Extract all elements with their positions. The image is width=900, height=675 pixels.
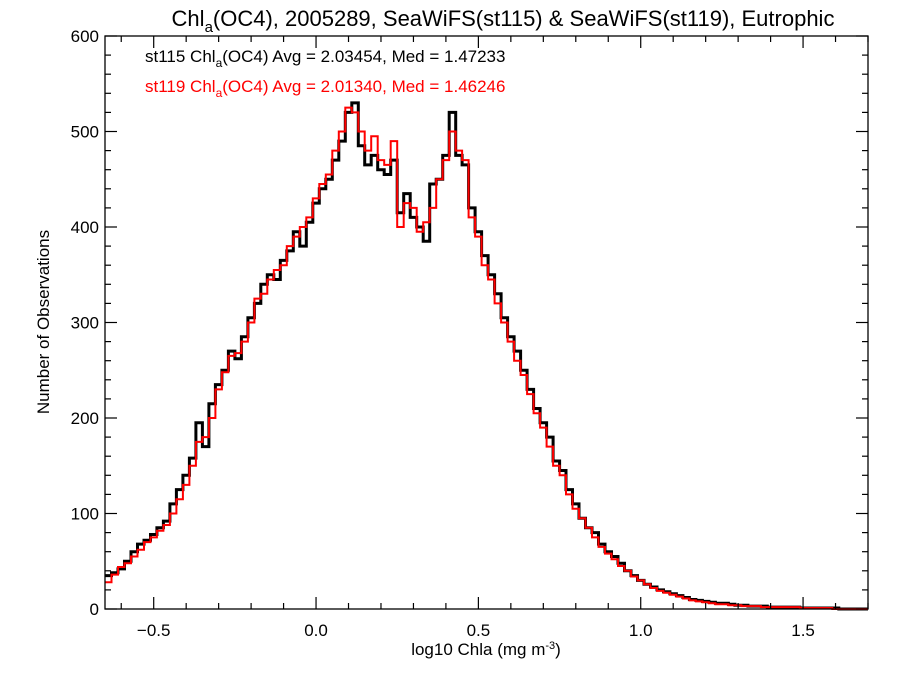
y-tick-label: 500 bbox=[71, 123, 99, 142]
legend-entry-st115: st115 Chla(OC4) Avg = 2.03454, Med = 1.4… bbox=[145, 47, 505, 70]
y-tick-label: 200 bbox=[71, 409, 99, 428]
y-tick-label: 400 bbox=[71, 218, 99, 237]
plot-frame bbox=[104, 35, 869, 610]
x-tick-label: 1.5 bbox=[791, 621, 815, 640]
y-tick-label: 100 bbox=[71, 505, 99, 524]
x-axis-label: log10 Chla (mg m-3) bbox=[411, 640, 561, 659]
x-tick-label: 1.0 bbox=[629, 621, 653, 640]
y-axis-label: Number of Observations bbox=[34, 230, 53, 414]
x-tick-label: 0.0 bbox=[304, 621, 328, 640]
x-tick-label: 0.5 bbox=[467, 621, 491, 640]
x-tick-label: −0.5 bbox=[137, 621, 171, 640]
y-tick-label: 300 bbox=[71, 314, 99, 333]
chart-title: Chla(OC4), 2005289, SeaWiFS(st115) & Sea… bbox=[172, 6, 835, 36]
y-tick-label: 600 bbox=[71, 27, 99, 46]
legend-entry-st119: st119 Chla(OC4) Avg = 2.01340, Med = 1.4… bbox=[145, 77, 505, 100]
series-st115-line bbox=[105, 101, 868, 611]
series-st119-line bbox=[105, 106, 868, 610]
series-layer bbox=[105, 101, 868, 611]
axis-ticks: −0.5 0.0 0.5 1.0 1.5 0 100 200 300 400 500 600 bbox=[71, 27, 869, 640]
y-tick-label: 0 bbox=[90, 600, 99, 619]
